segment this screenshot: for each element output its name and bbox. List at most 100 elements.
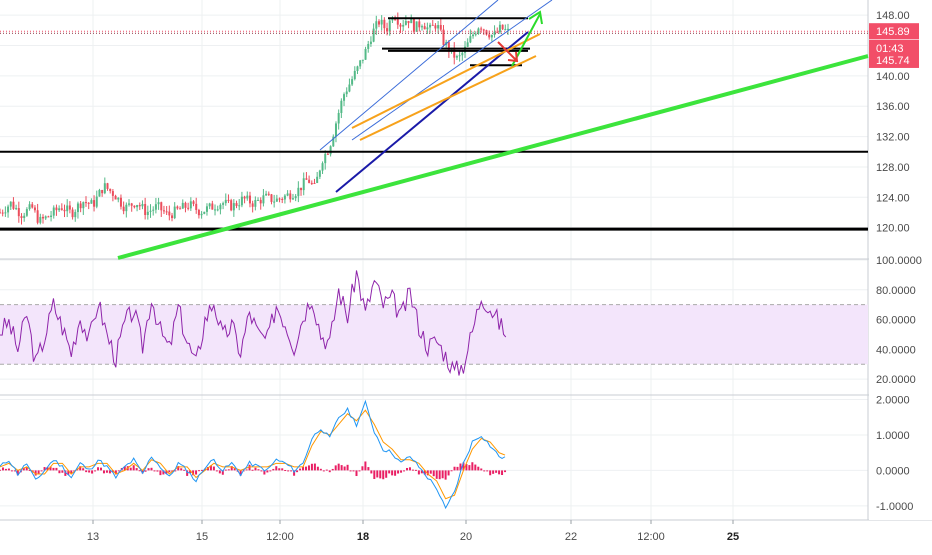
candle-body[interactable] (154, 204, 157, 210)
candle-body[interactable] (504, 28, 507, 30)
candle-body[interactable] (235, 203, 238, 206)
candle-body[interactable] (224, 199, 227, 204)
candle-body[interactable] (372, 28, 375, 42)
candle-body[interactable] (289, 193, 292, 200)
candle-body[interactable] (426, 27, 429, 30)
candle-body[interactable] (101, 189, 104, 194)
candle-body[interactable] (9, 201, 12, 207)
candle-body[interactable] (498, 24, 501, 33)
candle-body[interactable] (184, 202, 187, 208)
candle-body[interactable] (71, 209, 74, 218)
candle-body[interactable] (47, 216, 50, 218)
candle-body[interactable] (173, 206, 176, 219)
red-arrow-shaft[interactable] (497, 41, 517, 61)
candle-body[interactable] (176, 206, 179, 209)
green-trendline[interactable] (117, 54, 869, 260)
orange-channel-upper[interactable] (351, 33, 541, 129)
candle-body[interactable] (480, 28, 483, 30)
candle-body[interactable] (195, 203, 198, 210)
candle-body[interactable] (130, 203, 133, 206)
candle-body[interactable] (388, 20, 391, 32)
price-panel[interactable] (0, 12, 868, 225)
candle-body[interactable] (28, 204, 31, 210)
candle-body[interactable] (259, 199, 262, 204)
rsi-panel[interactable] (0, 270, 868, 376)
candle-body[interactable] (133, 205, 136, 208)
price-tag[interactable] (869, 23, 919, 40)
candle-body[interactable] (439, 25, 442, 30)
candle-body[interactable] (396, 19, 399, 25)
candle-body[interactable] (463, 46, 466, 53)
candle-body[interactable] (103, 183, 106, 194)
candle-body[interactable] (0, 212, 1, 214)
drawing-tools-layer[interactable] (0, 0, 869, 260)
candle-body[interactable] (219, 204, 222, 210)
candle-body[interactable] (25, 209, 28, 216)
candle-body[interactable] (447, 42, 450, 52)
candle-body[interactable] (52, 207, 55, 216)
candle-body[interactable] (383, 19, 386, 29)
candle-body[interactable] (117, 197, 120, 200)
candle-body[interactable] (254, 200, 257, 207)
candle-body[interactable] (310, 182, 313, 184)
candle-body[interactable] (420, 26, 423, 28)
candle-body[interactable] (160, 202, 163, 211)
candle-body[interactable] (66, 205, 69, 212)
candle-body[interactable] (95, 196, 98, 207)
candle-body[interactable] (192, 201, 195, 204)
candle-body[interactable] (442, 29, 445, 45)
candle-body[interactable] (490, 34, 493, 38)
candle-body[interactable] (472, 34, 475, 37)
candle-body[interactable] (321, 163, 324, 171)
candle-body[interactable] (377, 21, 380, 25)
candle-body[interactable] (318, 170, 321, 177)
blue-channel-upper[interactable] (319, 0, 499, 151)
candle-body[interactable] (106, 183, 109, 189)
candle-body[interactable] (138, 205, 141, 207)
candle-body[interactable] (165, 211, 168, 213)
candle-body[interactable] (39, 216, 42, 223)
signal-line[interactable] (0, 409, 506, 500)
candle-body[interactable] (93, 200, 96, 207)
candle-body[interactable] (267, 193, 270, 195)
candle-body[interactable] (243, 196, 246, 199)
candle-body[interactable] (211, 203, 214, 210)
candle-body[interactable] (496, 31, 499, 33)
candle-body[interactable] (50, 215, 53, 217)
candle-body[interactable] (200, 213, 203, 216)
candle-body[interactable] (208, 203, 211, 207)
candle-body[interactable] (216, 209, 219, 211)
candle-body[interactable] (31, 204, 34, 208)
candle-body[interactable] (87, 202, 90, 204)
candle-body[interactable] (205, 206, 208, 212)
candle-body[interactable] (482, 29, 485, 31)
candle-body[interactable] (197, 209, 200, 216)
navy-trendline[interactable] (335, 31, 529, 193)
candle-body[interactable] (399, 24, 402, 27)
candle-body[interactable] (152, 209, 155, 211)
candle-body[interactable] (187, 207, 190, 209)
candle-body[interactable] (68, 205, 71, 210)
blue-channel-lower[interactable] (351, 0, 553, 141)
candle-body[interactable] (391, 19, 394, 21)
candle-body[interactable] (168, 211, 171, 216)
candle-body[interactable] (286, 193, 289, 196)
candle-body[interactable] (36, 210, 39, 223)
candle-body[interactable] (283, 195, 286, 200)
candle-body[interactable] (248, 195, 251, 204)
candle-body[interactable] (171, 215, 174, 219)
candle-body[interactable] (270, 194, 273, 202)
candle-body[interactable] (79, 203, 82, 209)
candle-body[interactable] (453, 47, 456, 58)
candle-body[interactable] (343, 94, 346, 101)
candle-body[interactable] (334, 123, 337, 137)
candle-body[interactable] (149, 210, 152, 212)
candle-body[interactable] (111, 191, 114, 196)
candle-body[interactable] (313, 182, 316, 184)
candle-body[interactable] (85, 202, 88, 204)
candle-body[interactable] (189, 201, 192, 209)
macd-line[interactable] (0, 399, 506, 510)
candle-body[interactable] (42, 216, 45, 219)
candle-body[interactable] (361, 59, 364, 61)
candle-body[interactable] (348, 84, 351, 92)
